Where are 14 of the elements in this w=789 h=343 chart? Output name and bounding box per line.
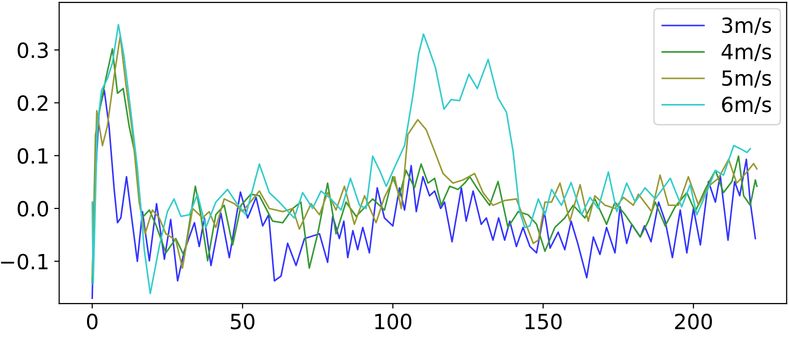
- y-tick-label: 0.2: [18, 95, 48, 111]
- legend-label: 3m/s: [722, 17, 772, 35]
- y-tick-label: −0.1: [1, 254, 48, 270]
- y-tick-label: 0.3: [18, 42, 48, 58]
- x-tick-label: 100: [375, 314, 412, 330]
- x-tick-label: 50: [230, 314, 254, 330]
- y-tick-label: 0.1: [18, 148, 48, 164]
- x-tick-label: 0: [86, 314, 98, 330]
- legend-label: 5m/s: [722, 70, 772, 88]
- legend-label: 6m/s: [722, 96, 772, 114]
- legend-label: 4m/s: [722, 44, 772, 62]
- x-tick-label: 150: [526, 314, 562, 330]
- x-tick-label: 200: [675, 314, 712, 330]
- y-tick-label: 0.0: [18, 200, 48, 217]
